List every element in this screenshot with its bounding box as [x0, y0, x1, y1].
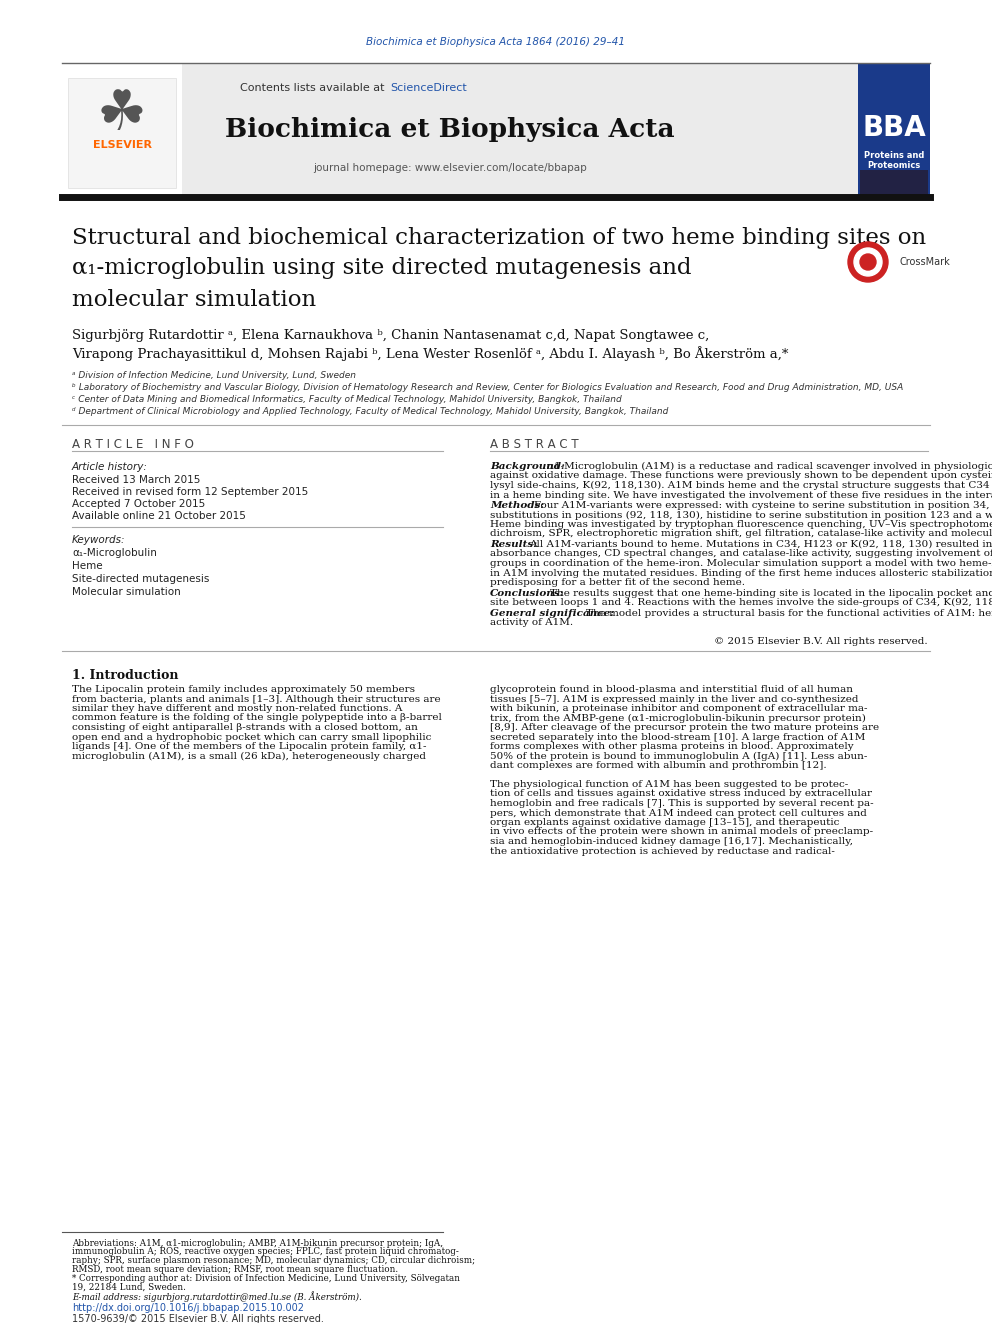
Text: common feature is the folding of the single polypeptide into a β-barrel: common feature is the folding of the sin…: [72, 713, 441, 722]
Text: Available online 21 October 2015: Available online 21 October 2015: [72, 511, 246, 521]
Text: α₁-Microglobulin: α₁-Microglobulin: [72, 548, 157, 558]
Text: trix, from the AMBP-gene (α1-microglobulin-bikunin precursor protein): trix, from the AMBP-gene (α1-microglobul…: [490, 713, 866, 722]
Text: Four A1M-variants were expressed: with cysteine to serine substitution in positi: Four A1M-variants were expressed: with c…: [534, 501, 992, 509]
Text: ligands [4]. One of the members of the Lipocalin protein family, α1-: ligands [4]. One of the members of the L…: [72, 742, 427, 751]
Text: tissues [5–7]. A1M is expressed mainly in the liver and co-synthesized: tissues [5–7]. A1M is expressed mainly i…: [490, 695, 858, 704]
Text: molecular simulation: molecular simulation: [72, 288, 316, 311]
Text: forms complexes with other plasma proteins in blood. Approximately: forms complexes with other plasma protei…: [490, 742, 854, 751]
Circle shape: [860, 254, 876, 270]
Text: RMSD, root mean square deviation; RMSF, root mean square fluctuation.: RMSD, root mean square deviation; RMSF, …: [72, 1265, 398, 1274]
Text: All A1M-variants bound to heme. Mutations in C34, H123 or K(92, 118, 130) result: All A1M-variants bound to heme. Mutation…: [529, 540, 992, 549]
Text: The Lipocalin protein family includes approximately 50 members: The Lipocalin protein family includes ap…: [72, 685, 415, 695]
Text: α₁-microglobulin using site directed mutagenesis and: α₁-microglobulin using site directed mut…: [72, 257, 691, 279]
Text: © 2015 Elsevier B.V. All rights reserved.: © 2015 Elsevier B.V. All rights reserved…: [714, 636, 928, 646]
Bar: [858, 64, 930, 194]
Text: Sigurbjörg Rutardottir ᵃ, Elena Karnaukhova ᵇ, Chanin Nantasenamat c,d, Napat So: Sigurbjörg Rutardottir ᵃ, Elena Karnaukh…: [72, 329, 709, 343]
Text: CrossMark: CrossMark: [900, 257, 950, 267]
Text: sia and hemoglobin-induced kidney damage [16,17]. Mechanistically,: sia and hemoglobin-induced kidney damage…: [490, 837, 853, 845]
Text: Proteins and: Proteins and: [864, 151, 925, 160]
Bar: [860, 169, 928, 194]
Text: glycoprotein found in blood-plasma and interstitial fluid of all human: glycoprotein found in blood-plasma and i…: [490, 685, 853, 695]
Text: Conclusions:: Conclusions:: [490, 589, 564, 598]
Text: against oxidative damage. These functions were previously shown to be dependent : against oxidative damage. These function…: [490, 471, 992, 480]
Text: dichroism, SPR, electrophoretic migration shift, gel filtration, catalase-like a: dichroism, SPR, electrophoretic migratio…: [490, 529, 992, 538]
Text: pers, which demonstrate that A1M indeed can protect cell cultures and: pers, which demonstrate that A1M indeed …: [490, 808, 867, 818]
Text: organ explants against oxidative damage [13–15], and therapeutic: organ explants against oxidative damage …: [490, 818, 839, 827]
Text: Virapong Prachayasittikul d, Mohsen Rajabi ᵇ, Lena Wester Rosenlöf ᵃ, Abdu I. Al: Virapong Prachayasittikul d, Mohsen Raja…: [72, 347, 789, 361]
Bar: [62, 64, 182, 194]
Text: Proteomics: Proteomics: [867, 160, 921, 169]
Text: absorbance changes, CD spectral changes, and catalase-like activity, suggesting : absorbance changes, CD spectral changes,…: [490, 549, 992, 558]
Text: Background:: Background:: [490, 462, 564, 471]
Text: in A1M involving the mutated residues. Binding of the first heme induces alloste: in A1M involving the mutated residues. B…: [490, 569, 992, 578]
Text: Article history:: Article history:: [72, 462, 148, 472]
Text: hemoglobin and free radicals [7]. This is supported by several recent pa-: hemoglobin and free radicals [7]. This i…: [490, 799, 874, 808]
Text: Abbreviations: A1M, α1-microglobulin; AMBP, A1M-bikunin precursor protein; IgA,: Abbreviations: A1M, α1-microglobulin; AM…: [72, 1240, 443, 1248]
Text: The model provides a structural basis for the functional activities of A1M: heme: The model provides a structural basis fo…: [586, 609, 992, 618]
Text: * Corresponding author at: Division of Infection Medicine, Lund University, Sölv: * Corresponding author at: Division of I…: [72, 1274, 460, 1283]
Text: Results:: Results:: [490, 540, 537, 549]
Text: tion of cells and tissues against oxidative stress induced by extracellular: tion of cells and tissues against oxidat…: [490, 790, 872, 799]
Text: ᵃ Division of Infection Medicine, Lund University, Lund, Sweden: ᵃ Division of Infection Medicine, Lund U…: [72, 370, 356, 380]
Text: microglobulin (A1M), is a small (26 kDa), heterogeneously charged: microglobulin (A1M), is a small (26 kDa)…: [72, 751, 426, 761]
Text: dant complexes are formed with albumin and prothrombin [12].: dant complexes are formed with albumin a…: [490, 761, 826, 770]
Circle shape: [848, 242, 888, 282]
Text: Methods:: Methods:: [490, 501, 545, 509]
Text: activity of A1M.: activity of A1M.: [490, 618, 573, 627]
Text: Site-directed mutagenesis: Site-directed mutagenesis: [72, 574, 209, 583]
Text: α1-Microglobulin (A1M) is a reductase and radical scavenger involved in physiolo: α1-Microglobulin (A1M) is a reductase an…: [547, 462, 992, 471]
Text: in vivo effects of the protein were shown in animal models of preeclamp-: in vivo effects of the protein were show…: [490, 827, 873, 836]
Text: [8,9]. After cleavage of the precursor protein the two mature proteins are: [8,9]. After cleavage of the precursor p…: [490, 722, 879, 732]
Text: Heme binding was investigated by tryptophan fluorescence quenching, UV–Vis spect: Heme binding was investigated by tryptop…: [490, 520, 992, 529]
Text: ☘: ☘: [97, 89, 147, 142]
Text: Biochimica et Biophysica Acta 1864 (2016) 29–41: Biochimica et Biophysica Acta 1864 (2016…: [366, 37, 626, 48]
Text: The physiological function of A1M has been suggested to be protec-: The physiological function of A1M has be…: [490, 781, 848, 789]
Text: General significance:: General significance:: [490, 609, 614, 618]
Text: ScienceDirect: ScienceDirect: [390, 83, 467, 93]
Text: secreted separately into the blood-stream [10]. A large fraction of A1M: secreted separately into the blood-strea…: [490, 733, 865, 741]
Text: Contents lists available at: Contents lists available at: [240, 83, 388, 93]
Text: ᵇ Laboratory of Biochemistry and Vascular Biology, Division of Hematology Resear: ᵇ Laboratory of Biochemistry and Vascula…: [72, 382, 904, 392]
Text: site between loops 1 and 4. Reactions with the hemes involve the side-groups of : site between loops 1 and 4. Reactions wi…: [490, 598, 992, 607]
Text: Molecular simulation: Molecular simulation: [72, 587, 181, 597]
Text: lysyl side-chains, K(92, 118,130). A1M binds heme and the crystal structure sugg: lysyl side-chains, K(92, 118,130). A1M b…: [490, 482, 992, 490]
Text: 1570-9639/© 2015 Elsevier B.V. All rights reserved.: 1570-9639/© 2015 Elsevier B.V. All right…: [72, 1314, 323, 1323]
Text: Heme: Heme: [72, 561, 102, 572]
Text: A R T I C L E   I N F O: A R T I C L E I N F O: [72, 438, 193, 451]
Text: ᵈ Department of Clinical Microbiology and Applied Technology, Faculty of Medical: ᵈ Department of Clinical Microbiology an…: [72, 406, 669, 415]
Text: ᶜ Center of Data Mining and Biomedical Informatics, Faculty of Medical Technolog: ᶜ Center of Data Mining and Biomedical I…: [72, 394, 622, 404]
Text: http://dx.doi.org/10.1016/j.bbapap.2015.10.002: http://dx.doi.org/10.1016/j.bbapap.2015.…: [72, 1303, 304, 1312]
Bar: [62, 64, 858, 194]
Text: immunoglobulin A; ROS, reactive oxygen species; FPLC, fast protein liquid chroma: immunoglobulin A; ROS, reactive oxygen s…: [72, 1248, 459, 1257]
Bar: [68, 78, 176, 188]
Text: The results suggest that one heme-binding site is located in the lipocalin pocke: The results suggest that one heme-bindin…: [550, 589, 992, 598]
Text: 19, 22184 Lund, Sweden.: 19, 22184 Lund, Sweden.: [72, 1282, 186, 1291]
Text: BBA: BBA: [862, 114, 926, 142]
Text: consisting of eight antiparallel β-strands with a closed bottom, an: consisting of eight antiparallel β-stran…: [72, 722, 418, 732]
Text: journal homepage: www.elsevier.com/locate/bbapap: journal homepage: www.elsevier.com/locat…: [313, 163, 587, 173]
Text: A B S T R A C T: A B S T R A C T: [490, 438, 578, 451]
Text: Received in revised form 12 September 2015: Received in revised form 12 September 20…: [72, 487, 309, 497]
Text: 50% of the protein is bound to immunoglobulin A (IgA) [11]. Less abun-: 50% of the protein is bound to immunoglo…: [490, 751, 867, 761]
Text: substitutions in positions (92, 118, 130), histidine to serine substitution in p: substitutions in positions (92, 118, 130…: [490, 511, 992, 520]
Text: 1. Introduction: 1. Introduction: [72, 669, 179, 681]
Text: Structural and biochemical characterization of two heme binding sites on: Structural and biochemical characterizat…: [72, 228, 927, 249]
Text: with bikunin, a proteinase inhibitor and component of extracellular ma-: with bikunin, a proteinase inhibitor and…: [490, 704, 867, 713]
Text: in a heme binding site. We have investigated the involvement of these five resid: in a heme binding site. We have investig…: [490, 491, 992, 500]
Text: Accepted 7 October 2015: Accepted 7 October 2015: [72, 499, 205, 509]
Text: raphy; SPR, surface plasmon resonance; MD, molecular dynamics; CD, circular dich: raphy; SPR, surface plasmon resonance; M…: [72, 1256, 475, 1265]
Text: the antioxidative protection is achieved by reductase and radical-: the antioxidative protection is achieved…: [490, 847, 835, 856]
Text: Keywords:: Keywords:: [72, 534, 126, 545]
Text: similar they have different and mostly non-related functions. A: similar they have different and mostly n…: [72, 704, 403, 713]
Text: predisposing for a better fit of the second heme.: predisposing for a better fit of the sec…: [490, 578, 745, 587]
Text: groups in coordination of the heme-iron. Molecular simulation support a model wi: groups in coordination of the heme-iron.…: [490, 560, 992, 568]
Text: E-mail address: sigurbjorg.rutardottir@med.lu.se (B. Åkerström).: E-mail address: sigurbjorg.rutardottir@m…: [72, 1291, 362, 1302]
Circle shape: [854, 247, 882, 277]
Text: ELSEVIER: ELSEVIER: [92, 140, 152, 149]
Text: open end and a hydrophobic pocket which can carry small lipophilic: open end and a hydrophobic pocket which …: [72, 733, 432, 741]
Text: Biochimica et Biophysica Acta: Biochimica et Biophysica Acta: [225, 118, 675, 143]
Text: from bacteria, plants and animals [1–3]. Although their structures are: from bacteria, plants and animals [1–3].…: [72, 695, 440, 704]
Text: Received 13 March 2015: Received 13 March 2015: [72, 475, 200, 486]
